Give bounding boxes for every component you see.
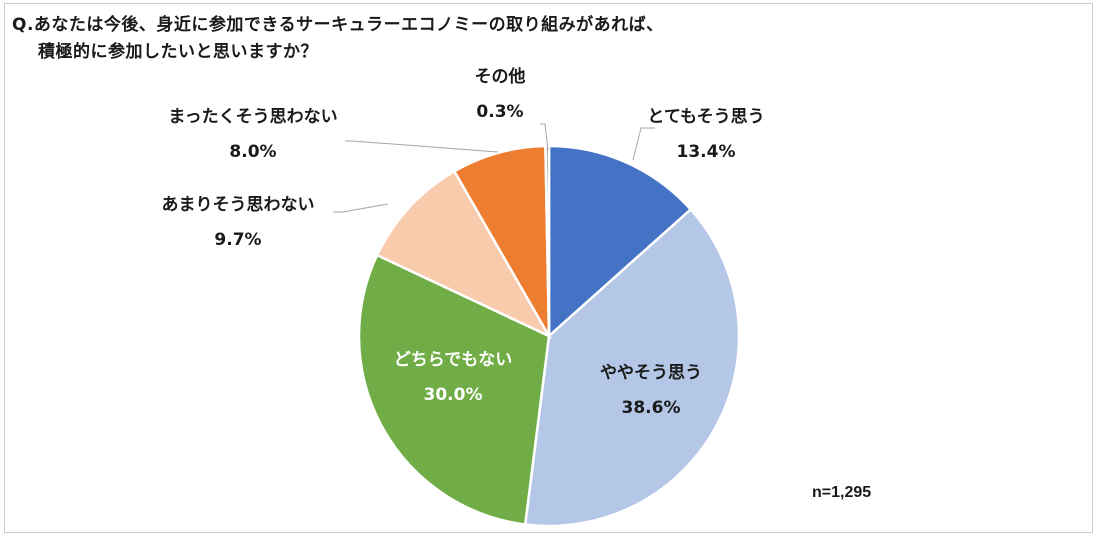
- leader-line: [632, 127, 655, 161]
- slice-label: とてもそう思う: [647, 107, 764, 127]
- slice-value-label: 38.6%: [622, 398, 681, 418]
- slice-label: ややそう思う: [600, 363, 702, 383]
- leader-line: [345, 140, 499, 153]
- pie-slice: [523, 207, 741, 528]
- slice-label: その他: [475, 66, 526, 87]
- pie-slice: [375, 169, 553, 339]
- slice-label: どちらでもない: [394, 350, 513, 370]
- question-line-2: 積極的に参加したいと思いますか？: [38, 42, 318, 62]
- slice-value-label: 30.0%: [424, 385, 483, 405]
- slice-value-label: 0.3%: [476, 102, 523, 122]
- pie-slice: [547, 144, 693, 339]
- slice-label: まったくそう思わない: [168, 107, 337, 127]
- leader-line: [333, 203, 389, 213]
- question-line-1: Q.あなたは今後、身近に参加できるサーキュラーエコノミーの取り組みがあれば、: [12, 15, 664, 35]
- slice-value-label: 13.4%: [677, 142, 736, 162]
- sample-size-label: n=1,295: [812, 484, 872, 501]
- question-title: Q.あなたは今後、身近に参加できるサーキュラーエコノミーの取り組みがあれば、 積…: [12, 12, 664, 66]
- pie-slice: [357, 253, 551, 526]
- slice-value-label: 9.7%: [214, 230, 261, 250]
- slice-label: あまりそう思わない: [162, 195, 315, 215]
- leader-line: [540, 123, 549, 151]
- pie-slice: [452, 144, 551, 337]
- slice-value-label: 8.0%: [229, 142, 276, 162]
